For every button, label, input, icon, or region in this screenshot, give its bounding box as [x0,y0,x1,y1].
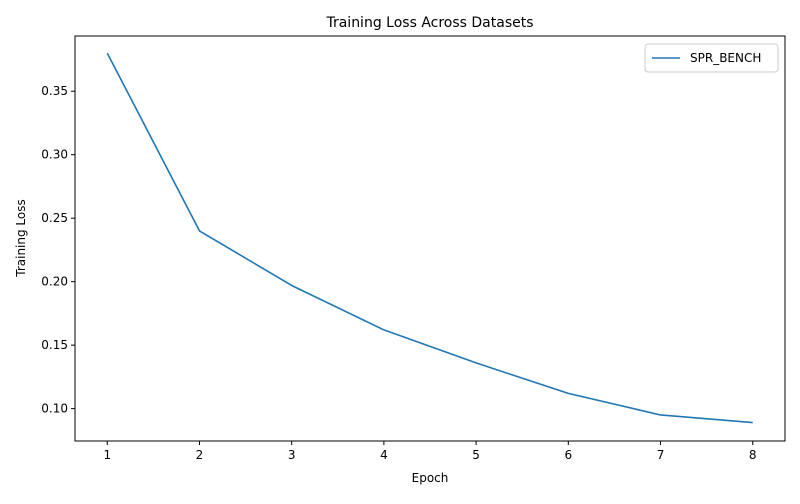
y-tick-label: 0.10 [41,402,68,416]
y-axis: 0.10 0.15 0.20 0.25 0.30 0.35 [41,84,75,416]
x-tick-label: 8 [749,448,757,462]
series-layer [106,52,753,424]
y-tick-label: 0.20 [41,275,68,289]
plot-frame [74,35,786,442]
legend-box [644,43,779,73]
x-axis: 1 2 3 4 5 6 7 8 [103,441,757,462]
series-line-spr-bench [106,52,753,424]
y-tick-label: 0.35 [41,84,68,98]
x-tick-label: 5 [472,448,480,462]
x-tick-label: 3 [288,448,296,462]
y-tick-label: 0.25 [41,211,68,225]
x-tick-label: 1 [103,448,111,462]
legend: SPR_BENCH [644,43,779,73]
chart-title: Training Loss Across Datasets [325,15,533,31]
legend-label-spr-bench: SPR_BENCH [690,51,761,65]
x-axis-label: Epoch [412,471,449,485]
y-axis-label: Training Loss [14,199,28,277]
x-tick-label: 7 [657,448,665,462]
x-tick-label: 4 [380,448,388,462]
x-tick-label: 2 [196,448,204,462]
y-tick-label: 0.15 [41,338,68,352]
y-tick-label: 0.30 [41,148,68,162]
plot-area: 1 2 3 4 5 6 7 8 0.10 0.15 0.20 0.25 0.30 0.35 [41,35,786,462]
x-tick-label: 6 [564,448,572,462]
